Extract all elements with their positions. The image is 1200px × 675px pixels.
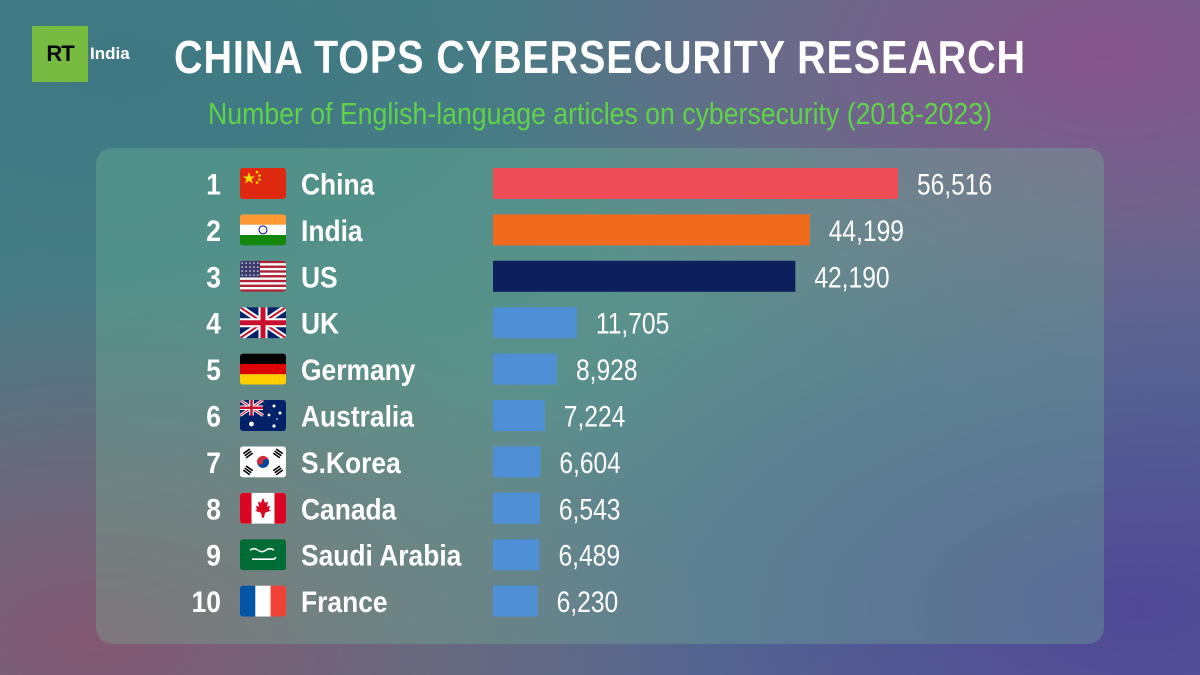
- country-label: Canada: [301, 492, 397, 526]
- rank-label: 8: [206, 492, 221, 526]
- bar-us: [493, 260, 796, 292]
- country-label: S.Korea: [301, 445, 401, 479]
- bar-saudi-arabia: [493, 539, 540, 571]
- rank-label: 3: [206, 260, 221, 294]
- australia-flag-icon: [240, 400, 286, 431]
- country-label: Germany: [301, 352, 416, 386]
- value-label: 6,230: [557, 585, 619, 619]
- rt-india-logo: RT India: [32, 26, 130, 82]
- chart-subtitle: Number of English-language articles on c…: [208, 96, 992, 131]
- bar-china: [493, 168, 898, 199]
- rt-logo-sub: India: [90, 44, 130, 63]
- south-korea-flag-icon: [240, 446, 286, 478]
- rank-label: 1: [206, 167, 221, 201]
- value-label: 6,604: [559, 446, 621, 480]
- value-label: 11,705: [596, 306, 669, 340]
- rank-label: 4: [206, 306, 221, 340]
- india-flag-icon: [240, 214, 286, 246]
- value-label: 8,928: [576, 353, 638, 387]
- uk-flag-icon: [240, 307, 286, 339]
- rank-label: 10: [192, 584, 221, 618]
- country-label: UK: [301, 306, 340, 340]
- country-label: Saudi Arabia: [301, 538, 462, 572]
- us-flag-icon: [240, 260, 286, 292]
- value-label: 44,199: [829, 214, 904, 248]
- value-label: 42,190: [814, 260, 889, 294]
- value-label: 6,489: [559, 538, 621, 572]
- chart-title: CHINA TOPS CYBERSECURITY RESEARCH: [174, 31, 1026, 83]
- country-label: India: [301, 213, 363, 247]
- bar-germany: [493, 353, 557, 385]
- country-label: China: [301, 167, 375, 201]
- bar-uk: [493, 307, 577, 339]
- rank-label: 5: [206, 352, 221, 386]
- rank-label: 2: [206, 213, 221, 247]
- value-label: 6,543: [559, 492, 621, 526]
- rank-label: 6: [206, 399, 221, 433]
- germany-flag-icon: [240, 353, 286, 385]
- bar-canada: [493, 492, 540, 524]
- rank-label: 7: [206, 445, 221, 479]
- france-flag-icon: [240, 585, 286, 617]
- bar-s-korea: [493, 446, 541, 478]
- bar-france: [493, 585, 538, 617]
- china-flag-icon: [240, 168, 286, 199]
- rt-logo-mark: RT: [32, 26, 88, 82]
- country-label: Australia: [301, 399, 414, 433]
- bar-australia: [493, 400, 545, 431]
- saudi-arabia-flag-icon: [240, 539, 286, 571]
- value-label: 56,516: [917, 167, 992, 201]
- country-label: France: [301, 584, 388, 618]
- value-label: 7,224: [564, 399, 626, 433]
- country-label: US: [301, 260, 338, 294]
- canada-flag-icon: [240, 492, 286, 524]
- bar-india: [493, 214, 810, 246]
- rank-label: 9: [206, 538, 221, 572]
